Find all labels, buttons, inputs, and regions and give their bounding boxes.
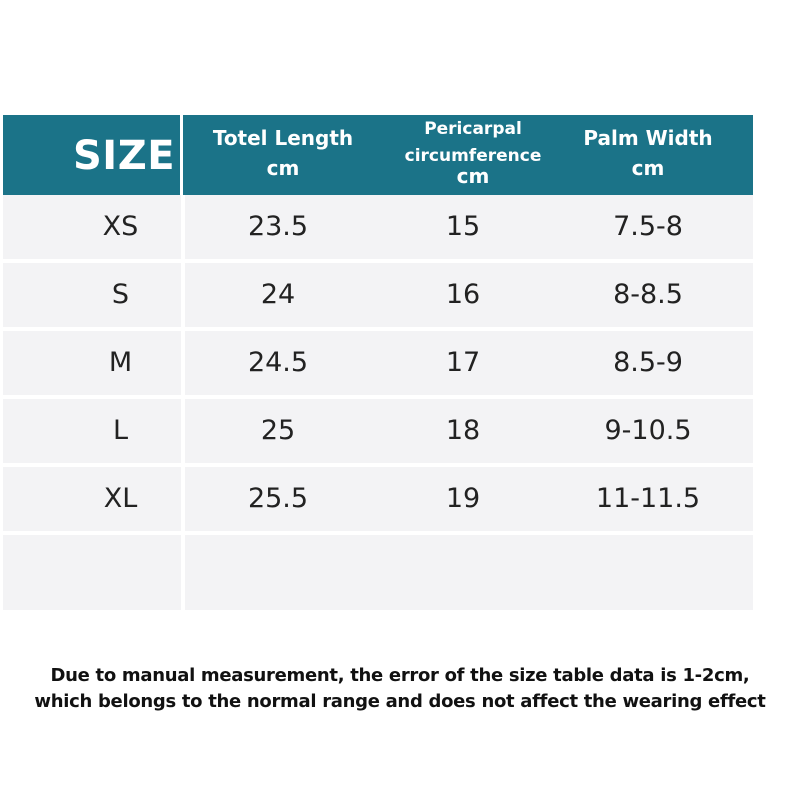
total-length-unit: cm xyxy=(266,156,300,180)
pericarpal-cell: 18 xyxy=(445,415,481,446)
pericarpal-cell: 15 xyxy=(445,211,481,242)
size-cell: M xyxy=(108,347,133,378)
row-separator xyxy=(3,531,753,535)
size-cell: XS xyxy=(102,211,139,242)
total-length-header: Totel Length cm xyxy=(193,123,373,183)
pericarpal-unit: cm xyxy=(456,164,490,188)
palm-cell: 8-8.5 xyxy=(613,279,683,310)
measurement-note: Due to manual measurement, the error of … xyxy=(0,663,800,715)
note-line-2: which belongs to the normal range and do… xyxy=(34,691,766,712)
column-divider xyxy=(181,195,185,610)
size-cell: S xyxy=(111,279,130,310)
pericarpal-cell: 19 xyxy=(445,483,481,514)
length-cell: 25 xyxy=(260,415,296,446)
size-header: SIZE xyxy=(73,133,176,179)
row-separator xyxy=(3,395,753,399)
pericarpal-cell: 17 xyxy=(445,347,481,378)
pericarpal-title-line1: Pericarpal xyxy=(424,119,522,139)
length-cell: 25.5 xyxy=(247,483,309,514)
row-separator xyxy=(3,463,753,467)
palm-cell: 7.5-8 xyxy=(613,211,683,242)
palm-cell: 11-11.5 xyxy=(595,483,701,514)
length-cell: 23.5 xyxy=(247,211,309,242)
palm-width-title: Palm Width xyxy=(583,126,713,150)
total-length-title: Totel Length xyxy=(212,126,354,150)
row-separator xyxy=(3,327,753,331)
table-row: XS 23.5 15 7.5-8 xyxy=(3,195,753,259)
pericarpal-cell: 16 xyxy=(445,279,481,310)
header-divider xyxy=(180,115,183,195)
row-separator xyxy=(3,259,753,263)
length-cell: 24 xyxy=(260,279,296,310)
palm-cell: 9-10.5 xyxy=(604,415,692,446)
table-row: L 25 18 9-10.5 xyxy=(3,399,753,463)
table-row: M 24.5 17 8.5-9 xyxy=(3,331,753,395)
palm-width-header: Palm Width cm xyxy=(558,123,738,183)
length-cell: 24.5 xyxy=(247,347,309,378)
table-row: XL 25.5 19 11-11.5 xyxy=(3,467,753,531)
palm-cell: 8.5-9 xyxy=(613,347,683,378)
note-line-1: Due to manual measurement, the error of … xyxy=(50,665,750,686)
palm-width-unit: cm xyxy=(631,156,665,180)
pericarpal-title-line2: circumference xyxy=(404,146,542,166)
size-cell: XL xyxy=(103,483,138,514)
size-table: SIZE Totel Length cm Pericarpal circumfe… xyxy=(3,115,753,610)
table-row: S 24 16 8-8.5 xyxy=(3,263,753,327)
size-cell: L xyxy=(112,415,129,446)
table-header: SIZE Totel Length cm Pericarpal circumfe… xyxy=(3,115,753,195)
pericarpal-header: Pericarpal circumference cm xyxy=(378,115,568,187)
empty-table-row xyxy=(3,535,753,610)
